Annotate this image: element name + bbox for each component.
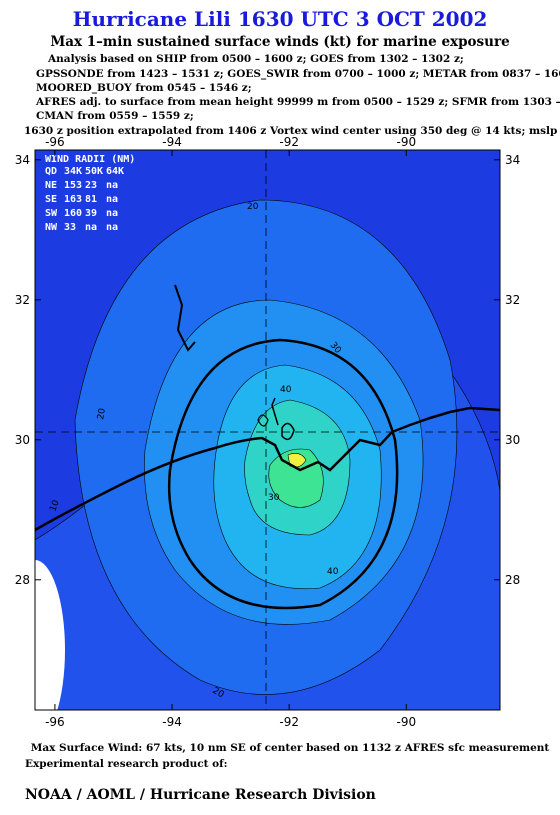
x-tick-label: -96 — [45, 715, 65, 729]
contour-label: 40 — [280, 385, 292, 395]
analysis-line: GPSSONDE from 1423 – 1531 z; GOES_SWIR f… — [36, 68, 560, 81]
radii-cell: na — [85, 222, 97, 233]
x-tick-label: -94 — [162, 715, 182, 729]
lake — [257, 414, 269, 427]
y-tick-label: 32 — [15, 293, 30, 307]
contour-label: 30 — [268, 493, 280, 503]
x-tick-label: -94 — [162, 135, 182, 149]
analysis-line: AFRES adj. to surface from mean height 9… — [35, 96, 560, 108]
radii-header: 64K — [106, 166, 124, 177]
radii-cell: 153 — [64, 180, 82, 191]
x-tick-label: -90 — [396, 715, 416, 729]
position-note: 1630 z position extrapolated from 1406 z… — [24, 125, 560, 137]
analysis-line: MOORED_BUOY from 0545 – 1546 z; — [36, 82, 252, 95]
wind-radii-table: WIND RADII (NM) QD 34K 50K 64K NE 153 23 na SE 16… — [45, 154, 135, 233]
credit: NOAA / AOML / Hurricane Research Divisio… — [25, 787, 376, 803]
y-tick-label: 32 — [505, 293, 520, 307]
radii-cell: na — [106, 180, 118, 191]
x-tick-label: -96 — [45, 135, 65, 149]
map-frame — [34, 149, 501, 711]
x-tick-label: -92 — [279, 715, 299, 729]
y-tick-label: 28 — [15, 573, 30, 587]
title: Hurricane Lili 1630 UTC 3 OCT 2002 — [73, 7, 488, 31]
contour-60 — [268, 448, 324, 508]
radii-header: 50K — [85, 166, 103, 177]
axes: -96 -96 -94 -94 -92 -92 -90 -90 28 28 30 30 32 32 34 34 — [15, 135, 521, 729]
y-tick-label: 34 — [15, 153, 30, 167]
contour-label: 20 — [247, 202, 259, 212]
contour-label: 20 — [96, 407, 108, 420]
radii-cell: 163 — [64, 194, 82, 205]
radii-cell: SE — [45, 194, 57, 205]
subtitle: Max 1–min sustained surface winds (kt) f… — [50, 34, 509, 50]
analysis-line: Analysis based on SHIP from 0500 – 1600 … — [47, 53, 464, 65]
coastline — [35, 406, 500, 532]
contour-34 — [167, 338, 399, 610]
x-tick-label: -90 — [396, 135, 416, 149]
radii-cell: 39 — [85, 208, 97, 219]
contour-label: 40 — [327, 567, 339, 577]
radii-cell: NW — [45, 222, 58, 233]
radii-cell: na — [106, 208, 118, 219]
contour-label: 10 — [48, 499, 61, 513]
radii-cell: SW — [45, 208, 58, 219]
y-tick-label: 28 — [505, 573, 520, 587]
radii-cell: na — [106, 222, 118, 233]
radii-header: QD — [45, 166, 57, 177]
radii-cell: NE — [45, 180, 57, 191]
y-tick-label: 34 — [505, 153, 520, 167]
track — [271, 397, 279, 426]
radii-cell: 33 — [64, 222, 76, 233]
wind-field: 20 30 40 20 10 30 40 20 — [35, 150, 500, 710]
y-tick-label: 30 — [505, 433, 520, 447]
radii-cell: 23 — [85, 180, 97, 191]
bay-outline — [174, 284, 196, 352]
eye — [281, 422, 295, 441]
x-tick-label: -92 — [279, 135, 299, 149]
radii-header: 34K — [64, 166, 82, 177]
radii-cell: 160 — [64, 208, 82, 219]
radii-title: WIND RADII (NM) — [45, 154, 135, 165]
max-wind: Max Surface Wind: 67 kts, 10 nm SE of ce… — [31, 742, 550, 754]
analysis-line: CMAN from 0559 – 1559 z; — [36, 110, 194, 122]
no-data-area — [35, 560, 65, 710]
radii-cell: na — [106, 194, 118, 205]
radii-cell: 81 — [85, 194, 97, 205]
credit-intro: Experimental research product of: — [25, 758, 228, 770]
y-tick-label: 30 — [15, 433, 30, 447]
